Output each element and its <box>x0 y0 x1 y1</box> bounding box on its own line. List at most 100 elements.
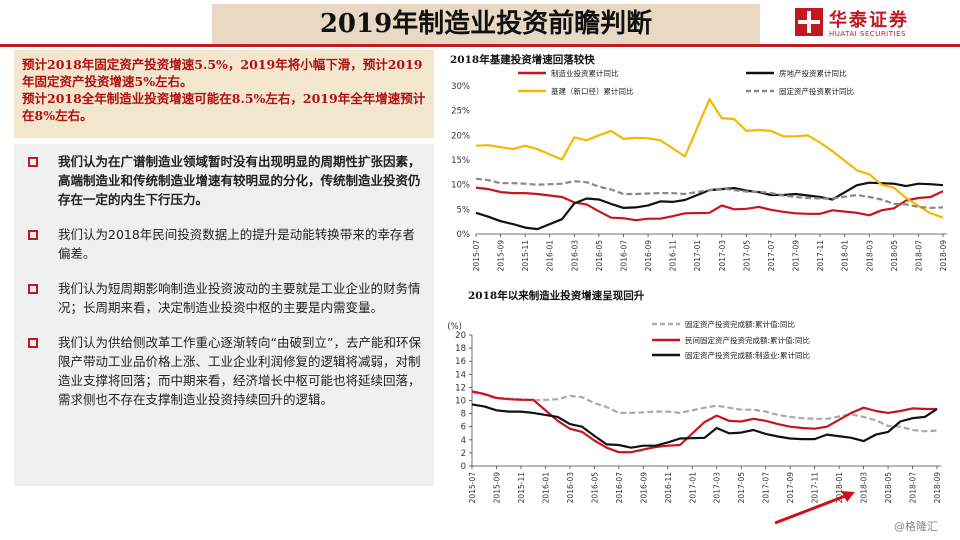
checkbox-icon <box>28 157 38 167</box>
chart2-series-line-3 <box>471 403 938 449</box>
bullet-item-4: 我们认为供给侧改革工作重心逐渐转向“由破到立”，去产能和环保限产带动工业品价格上… <box>26 333 424 409</box>
chart1-legend-label-2: 房地产投资累计同比 <box>779 68 847 78</box>
chart2-y-tick-label: 0 <box>461 462 466 472</box>
chart1-series-line-1 <box>475 186 944 222</box>
bullet-item-2: 我们认为2018年民间投资数据上的提升是动能转换带来的幸存者偏差。 <box>26 225 424 263</box>
chart2-x-tick-label: 2017-05 <box>737 472 746 504</box>
chart2-series-line-2 <box>471 390 937 454</box>
chart2-x-tick-label: 2016-07 <box>615 472 624 504</box>
huatai-logo-icon <box>795 8 823 36</box>
checkbox-icon <box>28 338 38 348</box>
chart1-series-line-4 <box>475 177 944 209</box>
chart2-arrow-annotation <box>774 493 849 525</box>
bullet-item-3: 我们认为短周期影响制造业投资波动的主要就是工业企业的财务情况；长周期来看，决定制… <box>26 279 424 317</box>
chart1-x-tick-label: 2018-03 <box>865 240 874 272</box>
chart2-y-tick-label: 12 <box>455 383 466 393</box>
chart2-x-tick-label: 2015-09 <box>492 472 501 504</box>
chart2-x-tick-label: 2017-01 <box>688 472 697 504</box>
chart1-x-tick-label: 2015-09 <box>497 240 506 272</box>
chart1-series-line-2 <box>475 181 944 231</box>
chart2-x-tick-label: 2018-03 <box>860 472 869 504</box>
chart1-x-tick-label: 2015-11 <box>521 240 530 272</box>
chart2-x-tick-label: 2018-01 <box>835 472 844 504</box>
chart2-y-tick-label: 14 <box>455 370 466 380</box>
logo-cn: 华泰证券 <box>829 10 909 31</box>
chart2-x-tick-label: 2018-09 <box>933 472 942 504</box>
chart2-x-tick-label: 2015-07 <box>468 472 477 504</box>
bullet-text-3: 我们认为短周期影响制造业投资波动的主要就是工业企业的财务情况；长周期来看，决定制… <box>58 281 421 315</box>
chart1-x-tick-label: 2016-11 <box>669 240 678 272</box>
chart1-legend-label-1: 制造业投资累计同比 <box>551 68 619 78</box>
chart1-y-tick-label: 5% <box>457 205 471 215</box>
chart1-x-tick-label: 2017-03 <box>718 240 727 272</box>
checkbox-icon <box>28 284 38 294</box>
chart1-x-tick-label: 2017-11 <box>816 240 825 272</box>
chart2-x-tick-label: 2017-11 <box>811 472 820 504</box>
chart2-y-tick-label: 20 <box>455 331 466 341</box>
chart2-y-axis-label: (%) <box>447 322 462 332</box>
chart1-x-tick-label: 2015-07 <box>472 240 481 272</box>
chart2-series-line-1 <box>471 391 938 433</box>
chart1-x-tick-label: 2017-09 <box>792 240 801 272</box>
bullet-item-1: 我们认为在广谱制造业领域暂时没有出现明显的周期性扩张因素，高端制造业和传统制造业… <box>26 152 424 209</box>
huatai-logo: 华泰证券 HUATAI SECURITIES <box>795 4 955 42</box>
summary-box: 预计2018年固定资产投资增速5.5%，2019年将小幅下滑，预计2019年固定… <box>14 50 434 138</box>
chart2-x-tick-label: 2016-09 <box>639 472 648 504</box>
summary-line-1: 预计2018年固定资产投资增速5.5%，2019年将小幅下滑，预计2019年固定… <box>22 57 423 89</box>
chart2-x-tick-label: 2017-09 <box>786 472 795 504</box>
chart2-title: 2018年以来制造业投资增速呈现回升 <box>468 290 645 302</box>
title-band <box>212 4 760 44</box>
chart2-arrow-head <box>841 491 855 502</box>
chart1-x-tick-label: 2017-07 <box>767 240 776 272</box>
chart1-svg: 0% 5% 10% 15% 20% 25% 30% 2015-07 2015-09 2015-11… <box>451 68 948 272</box>
chart1-y-tick-label: 20% <box>451 131 470 141</box>
chart2-x-tick-label: 2017-03 <box>713 472 722 504</box>
chart2-x-tick-label: 2015-11 <box>517 472 526 504</box>
chart2-x-tick-label: 2018-05 <box>884 472 893 504</box>
chart1-y-tick-label: 0% <box>457 230 471 240</box>
bullet-text-4: 我们认为供给侧改革工作重心逐渐转向“由破到立”，去产能和环保限产带动工业品价格上… <box>58 335 421 407</box>
chart2-x-tick-label: 2018-07 <box>909 472 918 504</box>
chart1-x-tick-label: 2018-09 <box>939 240 948 272</box>
chart1-y-tick-label: 30% <box>451 82 470 92</box>
chart2-legend-label-3: 固定资产投资完成额:制造业:累计同比 <box>685 350 811 360</box>
chart2-legend-label-1: 固定资产投资完成额:累计值:同比 <box>685 319 796 329</box>
page-title: 2019年制造业投资前瞻判断 <box>319 9 653 39</box>
chart2-x-tick-label: 2016-01 <box>541 472 550 504</box>
chart1-series-line-3 <box>475 98 944 219</box>
checkbox-icon <box>28 230 38 240</box>
chart1-x-tick-label: 2018-07 <box>914 240 923 272</box>
title-underline <box>0 44 960 47</box>
chart2-svg: 0 2 4 6 8 10 12 14 16 18 20 2015-07 2015-09 2015-11 20… <box>447 319 942 525</box>
watermark: @格隆汇 <box>894 520 938 533</box>
chart1-y-tick-label: 15% <box>451 156 470 166</box>
chart2-x-tick-label: 2016-11 <box>664 472 673 504</box>
chart2-y-tick-label: 6 <box>461 423 466 433</box>
chart2-y-tick-label: 4 <box>461 436 466 446</box>
chart1-x-tick-label: 2017-01 <box>693 240 702 272</box>
chart2-y-tick-label: 8 <box>461 410 466 420</box>
chart2-legend-label-2: 民间固定资产投资完成额:累计值:同比 <box>685 335 811 345</box>
chart1-x-tick-label: 2016-07 <box>619 240 628 272</box>
chart1-y-tick-label: 25% <box>451 107 470 117</box>
chart1-x-tick-label: 2016-09 <box>644 240 653 272</box>
chart2-y-tick-label: 2 <box>461 449 466 459</box>
title-bar: 2019年制造业投资前瞻判断 <box>0 0 960 47</box>
chart2-y-tick-label: 16 <box>455 357 466 367</box>
chart1-y-tick-label: 10% <box>451 181 470 191</box>
chart1-x-tick-label: 2018-01 <box>841 240 850 272</box>
chart1-legend-label-3: 基建（新口径）累计同比 <box>551 86 634 96</box>
bullet-list: 我们认为在广谱制造业领域暂时没有出现明显的周期性扩张因素，高端制造业和传统制造业… <box>14 144 434 486</box>
chart1-x-tick-label: 2016-01 <box>546 240 555 272</box>
chart1-x-tick-label: 2018-05 <box>890 240 899 272</box>
chart2-y-tick-label: 10 <box>455 397 466 407</box>
chart2-x-tick-label: 2016-05 <box>590 472 599 504</box>
bullet-text-2: 我们认为2018年民间投资数据上的提升是动能转换带来的幸存者偏差。 <box>58 227 415 261</box>
chart1-x-tick-label: 2017-05 <box>742 240 751 272</box>
logo-en: HUATAI SECURITIES <box>829 30 906 38</box>
chart2-y-tick-label: 18 <box>455 344 466 354</box>
chart2-x-tick-label: 2016-03 <box>566 472 575 504</box>
chart2-x-tick-label: 2017-07 <box>762 472 771 504</box>
summary-line-2: 预计2018全年制造业投资增速可能在8.5%左右，2019年全年增速预计在8%左… <box>22 91 426 123</box>
chart1-x-tick-label: 2016-05 <box>595 240 604 272</box>
